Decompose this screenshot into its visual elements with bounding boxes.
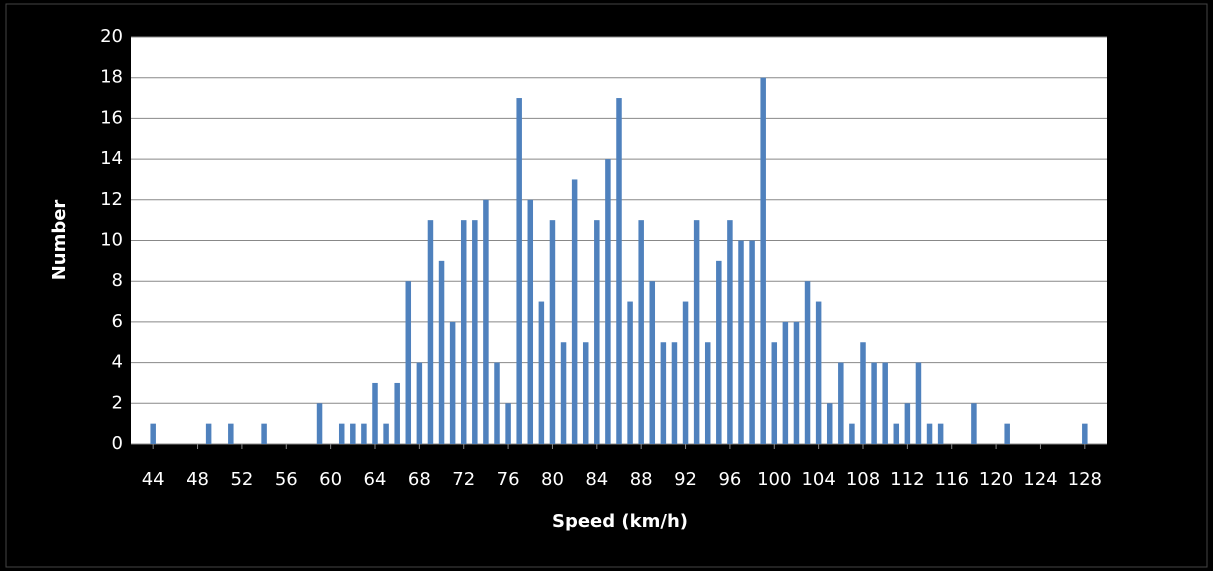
x-tick-label: 64 xyxy=(364,469,387,490)
y-tick-label: 6 xyxy=(112,311,123,332)
bar xyxy=(316,403,323,444)
bar xyxy=(937,423,944,444)
bar xyxy=(760,77,766,444)
bar xyxy=(594,220,600,444)
x-tick-label: 112 xyxy=(890,469,924,490)
x-tick-label: 100 xyxy=(757,469,791,490)
bar xyxy=(372,382,378,444)
bar xyxy=(660,342,667,444)
x-tick-label: 104 xyxy=(801,469,835,490)
x-tick-label: 96 xyxy=(718,469,741,490)
bar xyxy=(838,362,844,444)
x-tick-label: 56 xyxy=(275,469,298,490)
bar xyxy=(549,220,556,444)
bar xyxy=(704,342,711,444)
bar xyxy=(926,423,933,444)
x-tick-label: 60 xyxy=(319,469,342,490)
y-tick-label: 14 xyxy=(100,148,123,169)
y-tick-label: 18 xyxy=(100,67,123,88)
bar xyxy=(671,342,678,444)
bar xyxy=(793,321,800,444)
bar xyxy=(616,98,622,445)
bar xyxy=(860,342,866,444)
bar xyxy=(826,403,833,444)
y-tick-label: 8 xyxy=(112,270,123,291)
y-tick-label: 20 xyxy=(100,26,123,47)
x-tick-label: 108 xyxy=(846,469,880,490)
bar xyxy=(350,423,356,444)
bar xyxy=(605,159,611,444)
bar xyxy=(438,260,445,444)
x-tick-label: 72 xyxy=(452,469,475,490)
bar xyxy=(394,382,400,444)
bar xyxy=(205,423,212,444)
bar xyxy=(516,98,522,445)
bar xyxy=(338,423,345,444)
bar xyxy=(738,240,744,444)
bar xyxy=(804,281,811,444)
bar xyxy=(849,423,855,444)
bar xyxy=(682,301,689,444)
bar xyxy=(560,342,567,444)
bar xyxy=(427,220,434,444)
x-tick-label: 92 xyxy=(674,469,697,490)
bar xyxy=(1004,423,1010,444)
y-tick-label: 10 xyxy=(100,230,123,251)
bar xyxy=(416,362,423,444)
x-tick-label: 88 xyxy=(630,469,653,490)
x-tick-label: 128 xyxy=(1068,469,1102,490)
bar xyxy=(638,220,644,444)
bar xyxy=(261,423,267,444)
x-tick-label: 44 xyxy=(142,469,165,490)
bar xyxy=(1082,423,1088,444)
x-tick-label: 80 xyxy=(541,469,564,490)
bar xyxy=(815,301,822,444)
x-tick-label: 120 xyxy=(979,469,1013,490)
x-tick-label: 68 xyxy=(408,469,431,490)
bar xyxy=(405,281,412,444)
bar xyxy=(782,321,789,444)
bar xyxy=(882,362,888,444)
bar xyxy=(871,362,877,444)
bar xyxy=(627,301,633,444)
bar xyxy=(582,342,589,444)
bar xyxy=(727,220,733,444)
bar xyxy=(893,423,900,444)
bar xyxy=(150,423,156,444)
x-tick-label: 76 xyxy=(497,469,520,490)
bar xyxy=(571,179,578,444)
y-tick-label: 16 xyxy=(100,107,123,128)
bar xyxy=(460,220,467,444)
bar xyxy=(971,403,977,444)
y-tick-label: 0 xyxy=(112,433,123,454)
bar xyxy=(716,260,722,444)
bar xyxy=(505,403,511,444)
bar xyxy=(749,240,755,444)
bar xyxy=(649,281,656,444)
x-tick-label: 124 xyxy=(1023,469,1057,490)
bar xyxy=(383,423,389,444)
y-tick-label: 2 xyxy=(112,392,123,413)
x-tick-label: 48 xyxy=(186,469,209,490)
bar xyxy=(361,423,367,444)
x-tick-label: 116 xyxy=(935,469,969,490)
bar xyxy=(527,199,534,444)
y-axis-title: Number xyxy=(49,200,70,281)
bar xyxy=(483,199,489,444)
bar xyxy=(904,403,911,444)
bar xyxy=(449,321,456,444)
y-tick-label: 12 xyxy=(100,189,123,210)
bar xyxy=(771,342,778,444)
bar xyxy=(915,362,922,444)
y-tick-label: 4 xyxy=(112,352,123,373)
x-axis-title: Speed (km/h) xyxy=(552,511,688,532)
bar xyxy=(228,423,234,444)
bar xyxy=(538,301,545,444)
x-tick-label: 52 xyxy=(230,469,253,490)
x-tick-label: 84 xyxy=(585,469,608,490)
bar xyxy=(472,220,478,444)
bar xyxy=(494,362,500,444)
bar xyxy=(693,220,700,444)
